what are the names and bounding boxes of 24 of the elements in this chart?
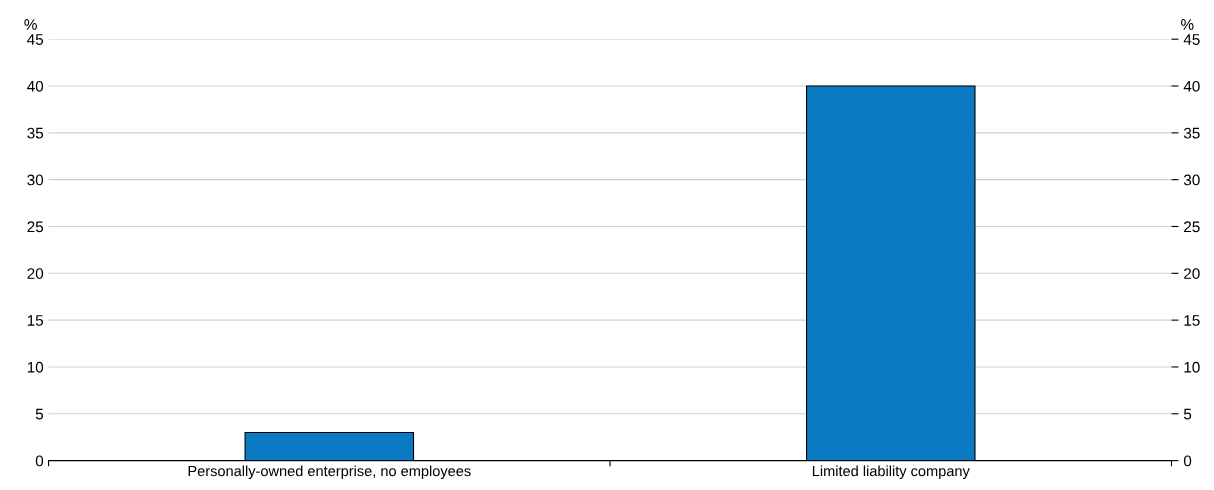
y2-tick-label: 10 xyxy=(1184,361,1200,373)
y2-tick-label: 5 xyxy=(1183,408,1192,420)
y2-tick-label: 15 xyxy=(1184,315,1200,326)
y-tick-label: 15 xyxy=(27,315,44,326)
y2-tick-label: 20 xyxy=(1184,268,1200,279)
y-tick-label: 0 xyxy=(35,455,44,467)
y-tick-label: 30 xyxy=(27,174,44,186)
y2-axis-title: % xyxy=(1181,19,1194,30)
y-tick-label: 45 xyxy=(27,34,44,45)
y2-tick-label: 45 xyxy=(1183,34,1200,45)
y-tick-label: 10 xyxy=(27,361,44,373)
y2-tick-label: 25 xyxy=(1184,221,1200,233)
y-tick-label: 20 xyxy=(27,268,44,279)
x-tick-label: Limited liability company xyxy=(812,465,970,480)
x-tick-label: Personally-owned enterprise, no employees xyxy=(188,465,471,480)
y2-tick-label: 0 xyxy=(1183,455,1192,467)
y-axis-title: % xyxy=(24,19,37,30)
y2-tick-label: 35 xyxy=(1183,127,1200,139)
y-tick-label: 40 xyxy=(27,80,44,92)
y-tick-label: 5 xyxy=(35,408,44,420)
y-tick-label: 25 xyxy=(27,221,44,233)
y2-tick-label: 30 xyxy=(1183,174,1200,186)
y2-tick-label: 40 xyxy=(1183,80,1200,92)
y-tick-label: 35 xyxy=(27,127,44,139)
